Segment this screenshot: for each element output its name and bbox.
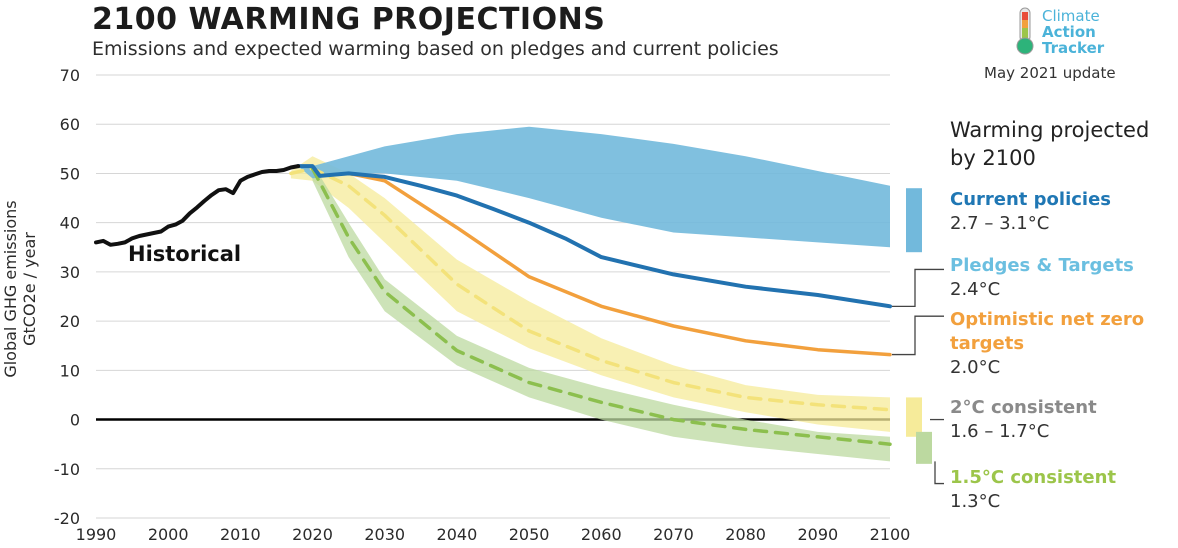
current-range-bar [906, 188, 922, 253]
current-policies-band [298, 126, 891, 248]
x-tick-label: 2000 [148, 525, 189, 544]
one-point-five-range-bar [916, 431, 932, 464]
x-tick-label: 2090 [797, 525, 838, 544]
y-tick-label: 10 [60, 361, 80, 380]
y-tick-label: 0 [70, 411, 80, 430]
y-tick-label: 30 [60, 263, 80, 282]
legend-current-range: 2.7 – 3.1°C [950, 213, 1050, 234]
legend-optimistic-range: 2.0°C [950, 357, 1001, 378]
legend-title: Warming projected by 2100 [950, 118, 1150, 170]
thermometer-icon [1016, 7, 1034, 55]
legend-15c: 1.5°C consistent 1.3°C [950, 466, 1116, 514]
two-degree-line [289, 166, 892, 412]
chart-title: 2100 WARMING PROJECTIONS [92, 2, 606, 37]
brand-line-1: Climate [1042, 7, 1100, 25]
y-tick-label: 50 [60, 164, 80, 183]
historical-label: Historical [128, 242, 241, 266]
x-tick-label: 2010 [220, 525, 261, 544]
update-label: May 2021 update [984, 64, 1116, 82]
legend-pledges: Pledges & Targets 2.4°C [950, 254, 1134, 302]
legend-current-name: Current policies [950, 189, 1112, 210]
brand-logo: Climate Action Tracker [1014, 6, 1134, 62]
chart-subtitle: Emissions and expected warming based on … [92, 38, 779, 60]
y-tick-label: -20 [54, 509, 80, 528]
two-degree-band [290, 156, 890, 432]
x-tick-label: 2100 [870, 525, 911, 544]
y-tick-label: 70 [60, 66, 80, 85]
x-tick-label: 2040 [437, 525, 478, 544]
x-tick-label: 2020 [292, 525, 333, 544]
x-tick-label: 2030 [364, 525, 405, 544]
legend-2c: 2°C consistent 1.6 – 1.7°C [950, 396, 1097, 444]
legend-2c-range: 1.6 – 1.7°C [950, 421, 1050, 442]
legend-current-policies: Current policies 2.7 – 3.1°C [950, 188, 1111, 236]
one-point-five-connector [934, 461, 944, 485]
optimistic-connector [892, 315, 944, 356]
x-tick-label: 2080 [725, 525, 766, 544]
x-tick-label: 1990 [76, 525, 117, 544]
x-tick-label: 2060 [581, 525, 622, 544]
y-tick-label: 40 [60, 214, 80, 233]
legend-pledges-name: Pledges & Targets [950, 255, 1134, 276]
legend-optimistic: Optimistic net zero targets 2.0°C [950, 308, 1160, 380]
legend-optimistic-name: Optimistic net zero targets [950, 309, 1145, 354]
x-tick-label: 2050 [509, 525, 550, 544]
brand-line-2: Action [1042, 23, 1096, 41]
optimistic-line [346, 171, 892, 357]
legend-pledges-range: 2.4°C [950, 279, 1001, 300]
y-tick-label: 20 [60, 312, 80, 331]
legend-2c-name: 2°C consistent [950, 397, 1097, 418]
two-degree-range-bar [906, 397, 922, 437]
pledges-connector [892, 268, 944, 307]
legend-15c-name: 1.5°C consistent [950, 467, 1117, 488]
historical-line [94, 164, 301, 247]
brand-line-3: Tracker [1042, 39, 1105, 57]
x-tick-label: 2070 [653, 525, 694, 544]
one-point-five-line [310, 166, 892, 446]
y-tick-label: 60 [60, 115, 80, 134]
pledges-line [296, 164, 892, 309]
y-tick-label: -10 [54, 460, 80, 479]
legend-15c-range: 1.3°C [950, 491, 1001, 512]
